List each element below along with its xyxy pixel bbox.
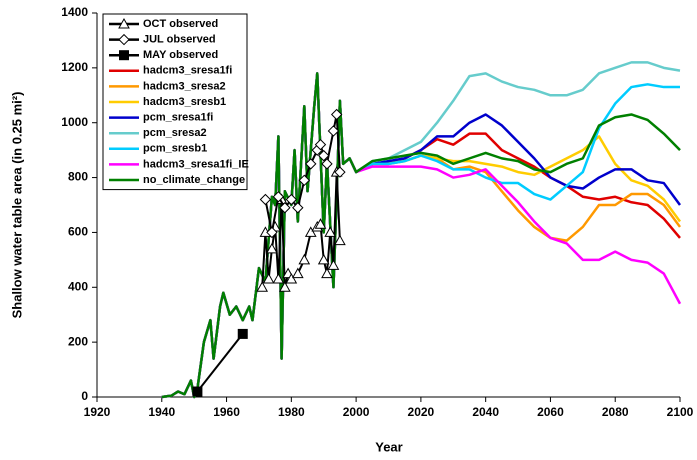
x-tick-label: 2080 (602, 405, 629, 419)
marker (279, 202, 291, 214)
x-tick-label: 2060 (537, 405, 564, 419)
marker (330, 108, 343, 121)
x-tick-label: 1940 (148, 405, 175, 419)
x-tick-label: 2000 (343, 405, 370, 419)
legend-label: pcm_sresa1fi (143, 112, 213, 124)
legend-label: JUL observed (143, 34, 216, 46)
y-axis-title: Shallow water table area (in 0.25 mi²) (9, 92, 24, 319)
marker (237, 328, 248, 339)
y-tick-label: 1200 (61, 60, 88, 74)
x-tick-label: 2040 (472, 405, 499, 419)
marker (305, 158, 317, 170)
x-tick-label: 1920 (84, 405, 111, 419)
marker (285, 193, 298, 206)
x-tick-label: 1980 (278, 405, 305, 419)
marker (334, 234, 346, 246)
legend-label: OCT observed (143, 18, 218, 30)
marker (314, 218, 327, 229)
marker (317, 253, 330, 265)
y-tick-label: 600 (68, 225, 88, 239)
x-tick-label: 2100 (667, 405, 694, 419)
legend-label: pcm_sresb1 (143, 143, 207, 155)
legend-marker (118, 17, 130, 29)
marker (321, 267, 333, 279)
y-tick-label: 800 (68, 170, 88, 184)
legend-label: pcm_sresa2 (143, 127, 207, 139)
marker (334, 166, 346, 178)
marker (327, 259, 340, 270)
marker (298, 174, 310, 187)
marker (324, 226, 337, 237)
legend-label: hadcm3_sresb1 (143, 96, 226, 108)
marker (279, 281, 291, 292)
marker (291, 267, 304, 279)
marker (192, 386, 203, 397)
series-line (161, 72, 681, 399)
x-axis-title: Year (375, 439, 402, 454)
legend-marker (118, 33, 130, 46)
marker (272, 273, 285, 284)
legend-label: MAY observed (143, 49, 218, 61)
y-tick-label: 0 (81, 389, 88, 403)
legend-label: hadcm3_sresa2 (143, 80, 226, 92)
marker (304, 226, 317, 237)
marker (262, 273, 275, 284)
legend-label: hadcm3_sresa1fi_IE (143, 158, 249, 170)
legend-marker (119, 50, 129, 61)
legend-label: no_climate_change (143, 174, 245, 186)
y-tick-label: 400 (68, 279, 88, 293)
marker (266, 226, 278, 239)
series-line (196, 333, 244, 393)
marker (259, 193, 272, 206)
marker (298, 253, 311, 265)
x-tick-label: 1960 (213, 405, 240, 419)
marker (321, 158, 333, 170)
marker (314, 138, 327, 151)
x-tick-label: 2020 (408, 405, 435, 419)
marker (318, 149, 330, 162)
marker (256, 281, 269, 292)
marker (327, 125, 340, 137)
marker (272, 191, 285, 203)
y-tick-label: 1400 (61, 5, 88, 19)
y-tick-label: 200 (68, 334, 88, 348)
marker (285, 273, 298, 284)
legend-label: hadcm3_sresa1fi (143, 65, 232, 77)
y-tick-label: 1000 (61, 115, 88, 129)
marker (266, 242, 278, 254)
marker (292, 202, 304, 214)
